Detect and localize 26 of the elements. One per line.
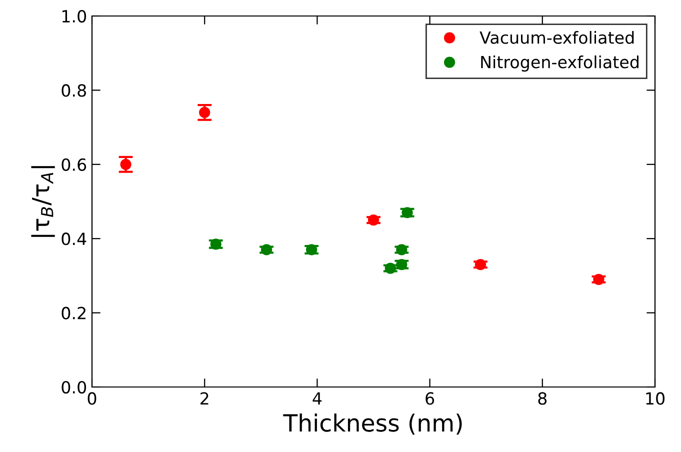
x-tick-label: 4 — [312, 392, 322, 405]
y-tick-label: 0.6 — [62, 158, 86, 171]
point — [306, 244, 318, 256]
y-axis-title: |τ$_{B}$/τ$_{A}$| — [31, 166, 55, 237]
x-tick-label: 6 — [426, 392, 434, 405]
point — [593, 274, 604, 285]
point — [120, 158, 132, 170]
y-tick-label: 0.4 — [62, 232, 86, 246]
y-tick-label: 0.2 — [62, 306, 86, 320]
point — [260, 244, 272, 256]
point — [474, 259, 486, 270]
point — [402, 207, 413, 218]
x-tick-label: 8 — [538, 392, 547, 405]
point — [210, 238, 222, 250]
point — [368, 214, 380, 226]
x-tick-label: 10 — [646, 392, 664, 405]
y-tick-label: 0.8 — [62, 84, 86, 97]
y-tick-label: 0.0 — [62, 380, 86, 394]
x-tick-label: 2 — [200, 392, 208, 405]
point — [396, 244, 408, 256]
y-tick-label: 1.0 — [62, 10, 86, 23]
legend-label: Vacuum-exfoliated — [480, 31, 634, 44]
x-tick-label: 0 — [88, 392, 96, 405]
x-axis-title: Thickness (nm) — [283, 414, 462, 435]
legend-label: Nitrogen-exfoliated — [481, 55, 638, 72]
point — [199, 106, 210, 118]
